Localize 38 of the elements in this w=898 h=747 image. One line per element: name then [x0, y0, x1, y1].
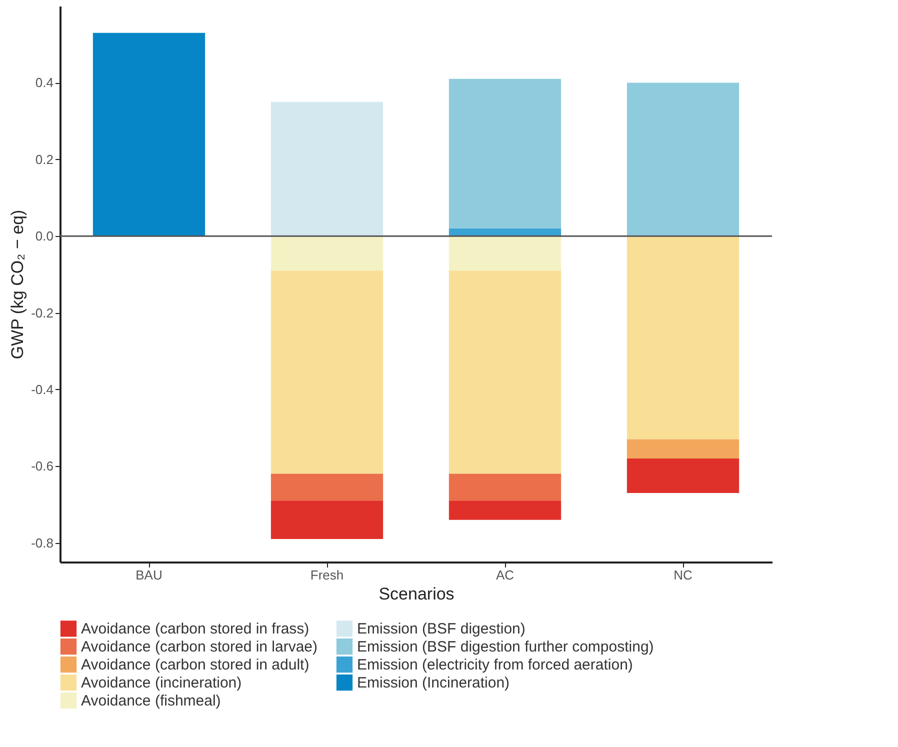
bar	[626, 82, 740, 236]
legend-label: Avoidance (incineration)	[81, 674, 242, 692]
x-tick-label: AC	[496, 568, 514, 582]
bar	[448, 270, 562, 474]
bar	[448, 236, 562, 271]
bar	[270, 236, 384, 271]
legend-label: Avoidance (carbon stored in larvae)	[81, 638, 318, 656]
x-tick-label: Fresh	[310, 568, 344, 582]
bar	[448, 78, 562, 228]
legend-label: Emission (electricity from forced aeration)	[357, 656, 633, 674]
legend-label: Emission (Incineration)	[357, 674, 510, 692]
legend-label: Emission (BSF digestion)	[357, 620, 526, 638]
bar	[448, 228, 562, 236]
bar	[626, 236, 740, 440]
bar	[626, 458, 740, 493]
bar	[270, 500, 384, 539]
legend-label: Avoidance (carbon stored in frass)	[81, 620, 310, 638]
y-tick-label: -0.6	[31, 458, 54, 474]
y-axis-title: GWP (kg CO₂ − eq)	[8, 210, 28, 360]
legend-label: Emission (BSF digestion further composting)	[357, 638, 654, 656]
bar	[448, 500, 562, 520]
bar	[270, 474, 384, 501]
x-tick-label: BAU	[136, 568, 162, 582]
y-tick-label: -0.4	[31, 382, 54, 397]
y-tick-label: 0.0	[35, 228, 54, 244]
y-tick-label: -0.2	[31, 305, 54, 320]
x-axis-title: Scenarios	[378, 584, 454, 604]
bar	[448, 474, 562, 501]
bar	[270, 102, 384, 236]
y-tick-label: 0.4	[35, 75, 54, 90]
legend-label: Avoidance (carbon stored in adult)	[81, 656, 310, 674]
y-tick-label: 0.2	[35, 152, 54, 167]
bar	[92, 32, 206, 236]
bar	[626, 439, 740, 458]
legend-label: Avoidance (fishmeal)	[81, 692, 221, 710]
y-tick-label: -0.8	[31, 535, 54, 550]
bar	[270, 270, 384, 474]
x-tick-label: NC	[674, 568, 692, 582]
